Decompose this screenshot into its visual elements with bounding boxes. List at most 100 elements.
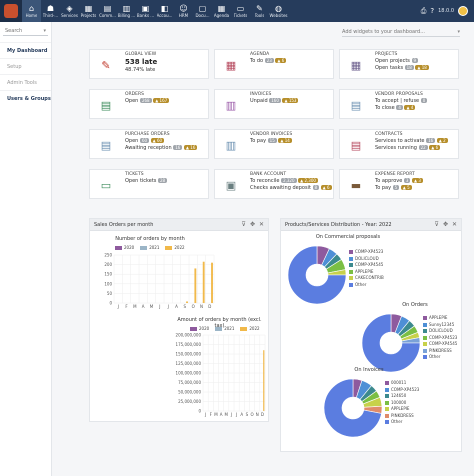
- box-line[interactable]: To reconcile 2,320 ▲ 2,300: [250, 178, 331, 185]
- box-agenda[interactable]: ▦ AGENDA To do 23 ▲ 6: [214, 49, 334, 79]
- bar-2022-10[interactable]: [202, 261, 205, 303]
- menu-item-tools[interactable]: ✎ Tools: [250, 0, 269, 22]
- logo-mark: [4, 4, 18, 18]
- legend-label: PINKDRESS: [391, 412, 414, 418]
- panel-tools: ⊽ ✥ ✕: [435, 221, 457, 228]
- y-tick-label: 200,000,000: [176, 333, 202, 338]
- x-tick-label: J: [204, 412, 206, 417]
- move-icon[interactable]: ✥: [249, 221, 255, 228]
- sidebar-item-admin-tools[interactable]: Admin Tools: [0, 74, 51, 90]
- move-icon[interactable]: ✥: [442, 221, 448, 228]
- ticket-icon: ▭: [100, 178, 112, 192]
- box-line[interactable]: Unpaid 160 ▲ 153: [250, 98, 331, 105]
- filter-icon[interactable]: ⊽: [434, 221, 439, 228]
- menu-item-hrm[interactable]: ☺ HRM: [174, 0, 193, 22]
- menu-item-third[interactable]: ☗ Third-...: [41, 0, 60, 22]
- menu-item-tickets[interactable]: ▭ Tickets: [231, 0, 250, 22]
- help-icon[interactable]: ?: [430, 7, 435, 15]
- chevron-down-icon[interactable]: ▾: [43, 27, 46, 34]
- box-orders[interactable]: ▤ ORDERS Open 268 ▲ 167: [89, 89, 209, 119]
- orders-pie: [361, 313, 421, 373]
- legend-swatch: [385, 413, 389, 418]
- box-line[interactable]: Services to activate 16 ▲ 2: [375, 138, 456, 145]
- menu-item-accou[interactable]: ◧ Accou...: [155, 0, 174, 22]
- pie-slice-5[interactable]: [287, 245, 347, 305]
- box-bank-account[interactable]: ▣ BANK ACCOUNT To reconcile 2,320 ▲ 2,300 C…: [214, 169, 334, 199]
- box-line[interactable]: To accept | refuse 0: [375, 98, 456, 105]
- bar-2022-8[interactable]: [186, 301, 188, 303]
- add-widget-select[interactable]: ▾: [342, 27, 460, 37]
- count-badge: 22: [418, 145, 428, 150]
- top-right-tools: ⎙ ? 18.0.0: [421, 0, 468, 22]
- count-badge: 18: [404, 65, 414, 70]
- sidebar-item-users-groups[interactable]: Users & Groups: [0, 90, 51, 106]
- box-line[interactable]: Open 60 ▲ 60: [125, 138, 206, 145]
- accounting-icon: ◧: [160, 4, 169, 13]
- filter-icon[interactable]: ⊽: [241, 221, 246, 228]
- box-purchase-orders[interactable]: ▤ PURCHASE ORDERS Open 60 ▲ 60 Awaiting rec…: [89, 129, 209, 159]
- sidebar-search[interactable]: ▾: [3, 26, 48, 36]
- pie1-title: On Commercial proposals: [315, 234, 381, 240]
- sidebar-item-setup[interactable]: Setup: [0, 58, 51, 74]
- bar-2022-11[interactable]: [263, 350, 265, 411]
- sidebar-search-input[interactable]: [5, 27, 41, 34]
- y-tick-label: 175,000,000: [176, 342, 202, 347]
- count-badge: 2,320: [281, 178, 297, 183]
- file-icon: ▤: [100, 98, 112, 112]
- company-logo[interactable]: [0, 0, 22, 22]
- menu-item-projects[interactable]: ▦ Projects: [79, 0, 98, 22]
- box-line[interactable]: Open 268 ▲ 167: [125, 98, 206, 105]
- menu-item-label: Docu...: [195, 13, 210, 18]
- box-line[interactable]: Services running 22 ▲ 6: [375, 145, 456, 152]
- box-line[interactable]: Checks awaiting deposit 8 ▲ 6: [250, 185, 332, 192]
- count-badge: 16: [426, 138, 436, 143]
- menu-item-agenda[interactable]: ▦ Agenda: [212, 0, 231, 22]
- close-icon[interactable]: ✕: [451, 221, 457, 228]
- chevron-down-icon[interactable]: ▾: [457, 28, 460, 35]
- box-line[interactable]: Open projects 9: [375, 58, 456, 65]
- y-tick-label: 100: [104, 281, 112, 286]
- late-badge: ▲ 2: [436, 138, 448, 143]
- box-line[interactable]: Open tickets 28: [125, 178, 206, 185]
- legend-swatch: [423, 329, 427, 333]
- box-expense-report[interactable]: ▬ EXPENSE REPORT To approve 3 ▲ 3 To pay 5 …: [339, 169, 459, 199]
- thumbtack-icon: ✎: [101, 58, 111, 72]
- pie-slice-6[interactable]: [323, 378, 382, 438]
- menu-item-websites[interactable]: ◍ Websites: [269, 0, 288, 22]
- bar-2022-9[interactable]: [194, 268, 197, 303]
- box-line[interactable]: Awaiting reception 16 ▲ 16: [125, 145, 206, 152]
- box-vendor-invoices[interactable]: ▥ VENDOR INVOICES To pay 15 ▲ 14: [214, 129, 334, 159]
- box-tickets[interactable]: ▭ TICKETS Open tickets 28: [89, 169, 209, 199]
- proposal-icon: ▤: [350, 98, 362, 112]
- x-tick-label: J: [158, 304, 160, 309]
- box-line-label: To accept | refuse: [375, 98, 420, 104]
- close-icon[interactable]: ✕: [258, 221, 264, 228]
- menu-item-home[interactable]: ⌂ Home: [22, 0, 41, 22]
- box-line[interactable]: Open tasks 18 ▲ 18: [375, 65, 456, 72]
- x-tick-label: F: [125, 304, 128, 309]
- box-projects[interactable]: ▦ PROJECTS Open projects 9 Open tasks 18 ▲…: [339, 49, 459, 79]
- box-line[interactable]: To pay 15 ▲ 14: [250, 138, 331, 145]
- box-vendor-proposals[interactable]: ▤ VENDOR PROPOSALS To accept | refuse 0 To…: [339, 89, 459, 119]
- menu-item-comm[interactable]: ▤ Comm...: [98, 0, 117, 22]
- box-line[interactable]: To do 23 ▲ 6: [250, 58, 331, 65]
- box-line[interactable]: To close 4 ▲ 4: [375, 105, 456, 112]
- box-line[interactable]: To approve 3 ▲ 3: [375, 178, 456, 185]
- menu-item-billing[interactable]: ▥ Billing ...: [117, 0, 136, 22]
- bar-2022-11[interactable]: [211, 262, 213, 303]
- box-line[interactable]: To pay 5 ▲ 5: [375, 185, 456, 192]
- box-title: PURCHASE ORDERS: [125, 132, 170, 137]
- menu-item-services[interactable]: ◈ Services: [60, 0, 79, 22]
- add-widget-input[interactable]: [342, 28, 442, 35]
- user-avatar[interactable]: [458, 6, 468, 16]
- box-invoices[interactable]: ▥ INVOICES Unpaid 160 ▲ 153: [214, 89, 334, 119]
- x-tick-label: D: [208, 304, 211, 309]
- menu-item-docu[interactable]: ▢ Docu...: [193, 0, 212, 22]
- pie-slice-6[interactable]: [361, 313, 421, 373]
- box-global-view[interactable]: ✎ GLOBAL VIEW 538 late 48.74% late: [89, 49, 209, 79]
- calendar-icon: ▦: [217, 4, 226, 13]
- menu-item-banks[interactable]: ▣ Banks ...: [136, 0, 155, 22]
- sidebar-item-my-dashboard[interactable]: My Dashboard: [0, 42, 51, 58]
- print-icon[interactable]: ⎙: [420, 6, 427, 15]
- box-contracts[interactable]: ▤ CONTRACTS Services to activate 16 ▲ 2 Ser…: [339, 129, 459, 159]
